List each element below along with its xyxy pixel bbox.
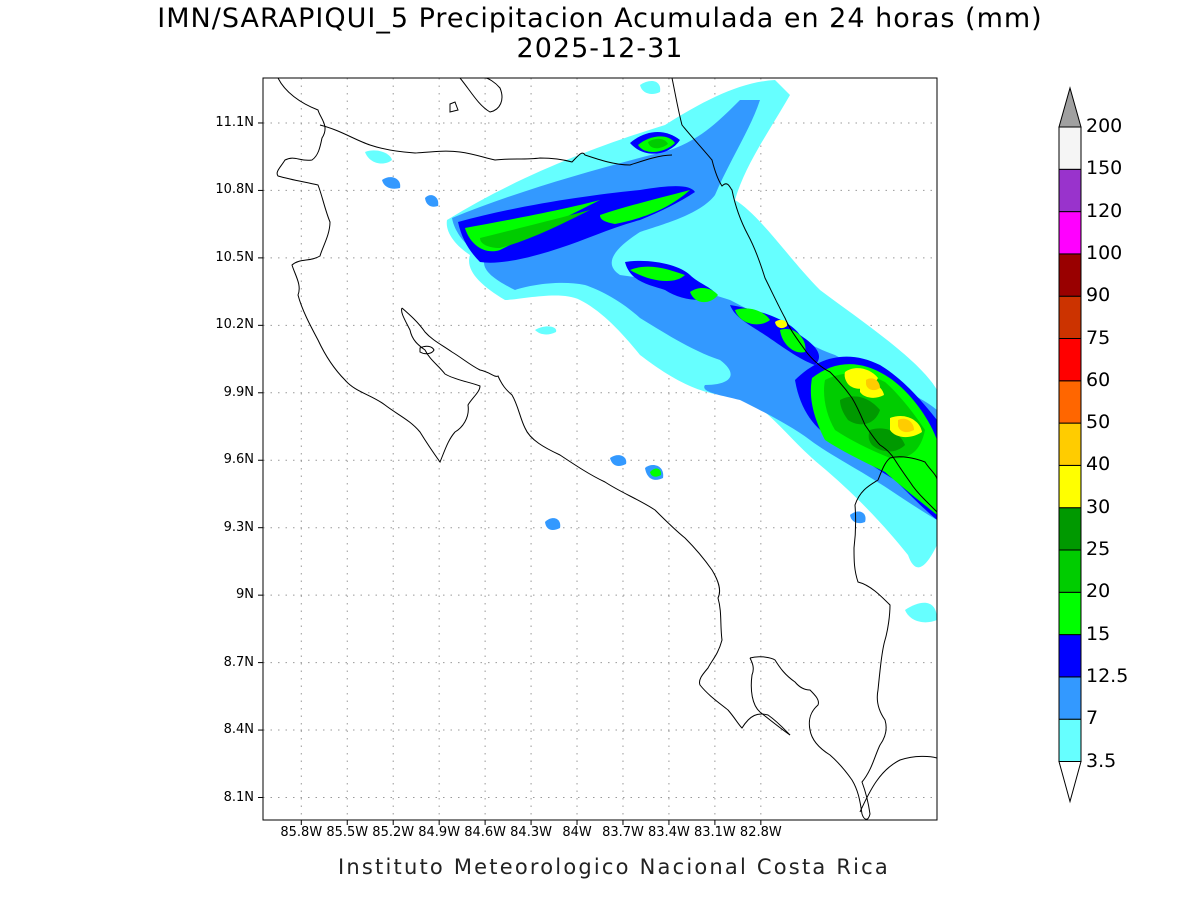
colorbar-label: 20: [1086, 580, 1111, 603]
precip-band-green: [600, 190, 690, 224]
coastline-caribbean: [671, 78, 881, 446]
colorbar-label: 12.5: [1086, 664, 1129, 687]
colorbar-segment: [1058, 253, 1082, 297]
colorbar-segment: [1058, 464, 1082, 509]
bay-inner: [459, 78, 503, 113]
lon-tick-label: 84.6W: [464, 825, 507, 840]
precip-spot: [425, 195, 439, 207]
map-date: 2025-12-31: [516, 33, 684, 64]
colorbar-label: 50: [1086, 411, 1111, 434]
precip-spot: [610, 455, 627, 466]
precip-band-orange: [866, 378, 880, 391]
colorbar-segment: [1058, 634, 1082, 678]
border-panama: [879, 444, 937, 513]
axis-ticks: [258, 122, 762, 825]
colorbar-segment: [1058, 380, 1082, 424]
map-frame: [262, 77, 938, 821]
colorbar-segment: [1058, 422, 1082, 466]
border-nicaragua: [319, 124, 673, 166]
colorbar-label: 25: [1086, 538, 1111, 560]
colorbar-segment: [1058, 718, 1082, 763]
footer-credit: Instituto Meteorologico Nacional Costa R…: [338, 855, 890, 879]
colorbar-label: 120: [1086, 199, 1123, 222]
colorbar-label: 40: [1086, 453, 1111, 476]
colorbar-label: 75: [1086, 326, 1111, 349]
map-title: IMN/SARAPIQUI_5 Precipitacion Acumulada …: [157, 3, 1043, 34]
colorbar-label: 60: [1086, 368, 1111, 391]
lat-tick-label: 11.1N: [215, 114, 254, 130]
precip-spot: [365, 150, 392, 164]
coastline-osa: [749, 656, 863, 815]
lon-tick-label: 83.4W: [648, 825, 690, 840]
precip-spot: [775, 319, 788, 329]
lon-tick-label: 83.1W: [693, 825, 736, 840]
precip-spot: [648, 138, 668, 149]
colorbar-label: 90: [1086, 284, 1111, 307]
precipitation-field: [365, 80, 937, 623]
precip-band-green-mid: [480, 210, 590, 248]
lat-tick-label: 8.7N: [223, 654, 254, 670]
lat-tick-label: 10.8N: [215, 182, 254, 198]
colorbar-segment: [1058, 507, 1082, 551]
lat-tick-label: 10.5N: [215, 249, 254, 265]
lon-tick-label: 84.9W: [418, 825, 461, 840]
lat-tick-label: 8.1N: [223, 789, 254, 805]
lon-tick-label: 84W: [562, 825, 592, 840]
coastline-panama-pacific: [853, 456, 937, 820]
coastline-chiriqui: [859, 755, 937, 813]
lat-tick-label: 9.6N: [223, 452, 254, 468]
colorbar-segment: [1058, 168, 1082, 213]
precip-spot: [850, 511, 866, 524]
colorbar-label: 30: [1086, 495, 1111, 518]
colorbar-segment: [1058, 126, 1082, 170]
precip-spot: [905, 602, 937, 623]
precip-spot: [545, 518, 561, 530]
precip-band-orange: [898, 418, 914, 433]
precip-spot: [535, 326, 557, 335]
colorbar: [1058, 86, 1082, 804]
colorbar-label: 3.5: [1086, 749, 1117, 772]
colorbar-label: 100: [1086, 241, 1123, 264]
lake-nicaragua-shore: [278, 78, 459, 113]
colorbar-label: 150: [1086, 157, 1123, 180]
lon-tick-label: 84.3W: [510, 825, 552, 840]
lon-tick-label: 82.8W: [739, 825, 782, 840]
precip-spot: [650, 468, 662, 477]
precip-band-green: [780, 329, 806, 353]
colorbar-under-triangle: [1058, 761, 1082, 804]
lat-tick-label: 9N: [236, 587, 254, 603]
coastline-southern: [749, 657, 791, 736]
colorbar-label: 15: [1086, 622, 1111, 645]
lon-tick-label: 85.5W: [326, 825, 369, 840]
precip-band-green-dark: [840, 396, 880, 425]
precip-band-green: [630, 266, 685, 282]
colorbar-segment: [1058, 676, 1082, 720]
lat-tick-label: 10.2N: [215, 317, 254, 333]
lon-tick-label: 85.8W: [280, 825, 323, 840]
lon-tick-label: 83.7W: [602, 825, 644, 840]
colorbar-segment: [1058, 211, 1082, 255]
precip-band-green: [690, 288, 718, 303]
precip-spot: [382, 177, 401, 189]
island-chira: [419, 345, 435, 355]
lon-tick-label: 85.2W: [372, 825, 415, 840]
colorbar-segment: [1058, 591, 1082, 636]
colorbar-label: 7: [1086, 707, 1099, 730]
lat-tick-label: 9.9N: [223, 384, 254, 400]
colorbar-segment: [1058, 338, 1082, 382]
lat-tick-label: 8.4N: [223, 722, 254, 738]
precip-band-green: [735, 308, 770, 325]
precip-spot: [640, 80, 661, 94]
colorbar-label: 200: [1086, 115, 1123, 137]
lat-tick-label: 9.3N: [223, 519, 254, 535]
colorbar-segment: [1058, 549, 1082, 593]
coastline-nicoya: [401, 307, 791, 736]
coastline-northern: [276, 78, 481, 464]
colorbar-segment: [1058, 295, 1082, 339]
coastline: [276, 78, 937, 820]
colorbar-over-triangle: [1058, 86, 1082, 128]
